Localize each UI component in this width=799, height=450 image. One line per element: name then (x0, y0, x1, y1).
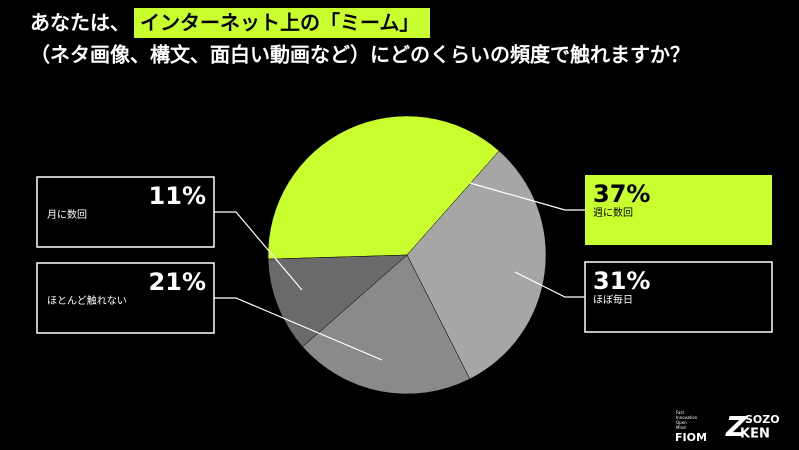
leader-line (214, 211, 303, 291)
sozoken-mark: Z (725, 410, 747, 443)
title-prefix: あなたは、 (30, 11, 130, 35)
pie-slice (302, 254, 471, 395)
category-label: ほとんど触れない (47, 294, 127, 307)
fiom-logo: Fast Innovation Open Mind FIOM (675, 410, 707, 444)
label-box (585, 175, 772, 245)
pie-slice (267, 115, 500, 260)
value-label: 21% (149, 268, 206, 296)
fiom-tagline: Open (676, 420, 687, 425)
sozoken-logo: Z SOZO KEN (725, 410, 780, 443)
leader-line (514, 271, 585, 298)
pie-slice (267, 254, 408, 348)
fiom-tagline: Fast (676, 410, 684, 415)
leader-line (214, 297, 383, 361)
title-highlight: インターネット上の「ミーム」 (140, 11, 419, 35)
category-label: ほぼ毎日 (593, 293, 633, 306)
sozoken-top: SOZO (745, 413, 780, 426)
category-label: 月に数回 (47, 208, 87, 221)
label-box (36, 262, 215, 334)
value-label: 37% (593, 180, 650, 208)
category-label: 週に数回 (593, 206, 633, 219)
value-label: 11% (149, 182, 206, 210)
title-line2: （ネタ画像、構文、面白い動画など）にどのくらいの頻度で触れますか？ (30, 43, 690, 67)
fiom-name: FIOM (675, 431, 707, 444)
label-box (584, 261, 773, 333)
leader-line (469, 182, 585, 211)
sozoken-bottom: KEN (740, 427, 770, 442)
fiom-tagline: Mind (676, 425, 686, 430)
pie-slice (406, 150, 547, 380)
fiom-tagline: Innovation (676, 415, 698, 420)
value-label: 31% (593, 267, 650, 295)
label-box (36, 176, 215, 248)
title-highlight-bg (134, 8, 430, 38)
